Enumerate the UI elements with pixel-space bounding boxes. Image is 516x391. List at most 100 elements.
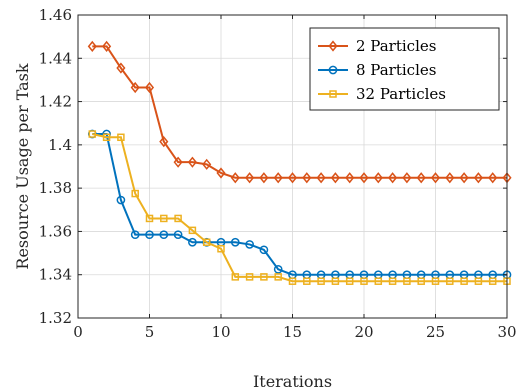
data-point — [159, 230, 169, 240]
data-point — [202, 238, 211, 246]
legend-label: 32 Particles — [356, 85, 446, 103]
data-point — [288, 277, 297, 285]
legend-item: 8 Particles — [318, 61, 436, 79]
data-point — [187, 156, 197, 168]
data-point — [160, 214, 168, 223]
data-point — [117, 133, 125, 142]
data-point — [274, 273, 282, 281]
data-point — [230, 172, 240, 184]
data-point — [345, 172, 355, 184]
data-point — [460, 277, 468, 285]
legend-marker — [328, 65, 338, 75]
data-point — [245, 172, 255, 184]
series-layer — [87, 40, 512, 285]
data-point — [259, 245, 269, 255]
data-point — [145, 214, 154, 223]
data-point — [145, 230, 154, 240]
y-axis-label: Resource Usage per Task — [13, 63, 32, 269]
legend: 2 Particles 8 Particles 32 Particles — [309, 27, 500, 111]
data-point — [173, 230, 183, 240]
series-3 — [88, 130, 511, 285]
data-point — [445, 172, 455, 184]
data-point — [131, 189, 139, 198]
data-point — [473, 172, 483, 184]
data-point — [217, 244, 225, 253]
data-point — [216, 167, 226, 179]
x-tick-label: 30 — [497, 323, 516, 341]
data-point — [102, 40, 112, 52]
y-tick-label: 1.42 — [39, 93, 72, 111]
x-axis-label: Iterations — [253, 372, 332, 391]
x-tick-label: 15 — [283, 323, 302, 341]
data-point — [316, 172, 326, 184]
data-point — [231, 273, 240, 281]
data-point — [174, 214, 182, 223]
data-point — [446, 277, 454, 285]
y-tick-label: 1.34 — [39, 266, 72, 284]
data-point — [130, 230, 140, 240]
x-tick-label: 20 — [354, 323, 373, 341]
data-point — [259, 172, 269, 184]
data-point — [403, 277, 411, 285]
x-tick-label: 25 — [426, 323, 445, 341]
data-point — [459, 172, 469, 184]
legend-label: 2 Particles — [356, 37, 436, 55]
data-point — [488, 172, 498, 184]
data-point — [245, 273, 254, 281]
data-point — [116, 62, 126, 74]
data-point — [130, 81, 140, 94]
data-point — [331, 277, 340, 285]
legend-item: 2 Particles — [318, 37, 436, 55]
data-point — [202, 158, 212, 170]
y-tick-label: 1.44 — [39, 49, 72, 67]
data-point — [102, 133, 111, 142]
y-tick-label: 1.4 — [48, 136, 72, 154]
data-point — [417, 277, 425, 285]
data-point — [188, 237, 197, 247]
legend-item: 32 Particles — [318, 85, 446, 103]
y-tick-label: 1.38 — [39, 179, 72, 197]
y-tick-label: 1.32 — [39, 309, 72, 327]
data-point — [144, 81, 155, 94]
data-point — [230, 237, 240, 247]
data-point — [287, 172, 298, 184]
series-line — [92, 45, 507, 179]
x-tick-label: 10 — [211, 323, 230, 341]
legend-marker — [328, 40, 338, 52]
series-1 — [87, 40, 512, 184]
data-point — [359, 172, 369, 184]
data-point — [260, 273, 268, 281]
data-point — [388, 172, 398, 184]
data-point — [374, 277, 383, 285]
data-point — [116, 195, 126, 205]
series-line — [92, 133, 507, 276]
axis-ticks: 0 5 10 15 20 25 30 1.32 1.34 1.36 1.38 1.4 1.42 1.44 1… — [39, 6, 516, 341]
data-point — [330, 172, 340, 184]
y-tick-label: 1.36 — [39, 222, 72, 240]
data-point — [273, 172, 283, 184]
data-point — [402, 172, 412, 184]
legend-marker — [329, 90, 337, 98]
data-point — [360, 277, 368, 285]
data-point — [474, 277, 483, 285]
data-point — [373, 172, 383, 184]
data-point — [317, 277, 325, 285]
data-point — [416, 172, 426, 184]
data-point — [173, 156, 183, 168]
data-point — [188, 226, 197, 235]
data-point — [345, 277, 354, 285]
data-point — [87, 40, 97, 52]
x-tick-label: 5 — [145, 323, 155, 341]
data-point — [302, 172, 312, 184]
data-point — [245, 240, 254, 249]
data-point — [431, 277, 440, 285]
data-point — [430, 172, 441, 184]
data-point — [273, 264, 283, 274]
data-point — [488, 277, 497, 285]
data-point — [159, 136, 169, 148]
data-point — [88, 130, 97, 138]
data-point — [388, 277, 397, 285]
data-point — [303, 277, 311, 285]
y-tick-label: 1.46 — [39, 6, 72, 24]
